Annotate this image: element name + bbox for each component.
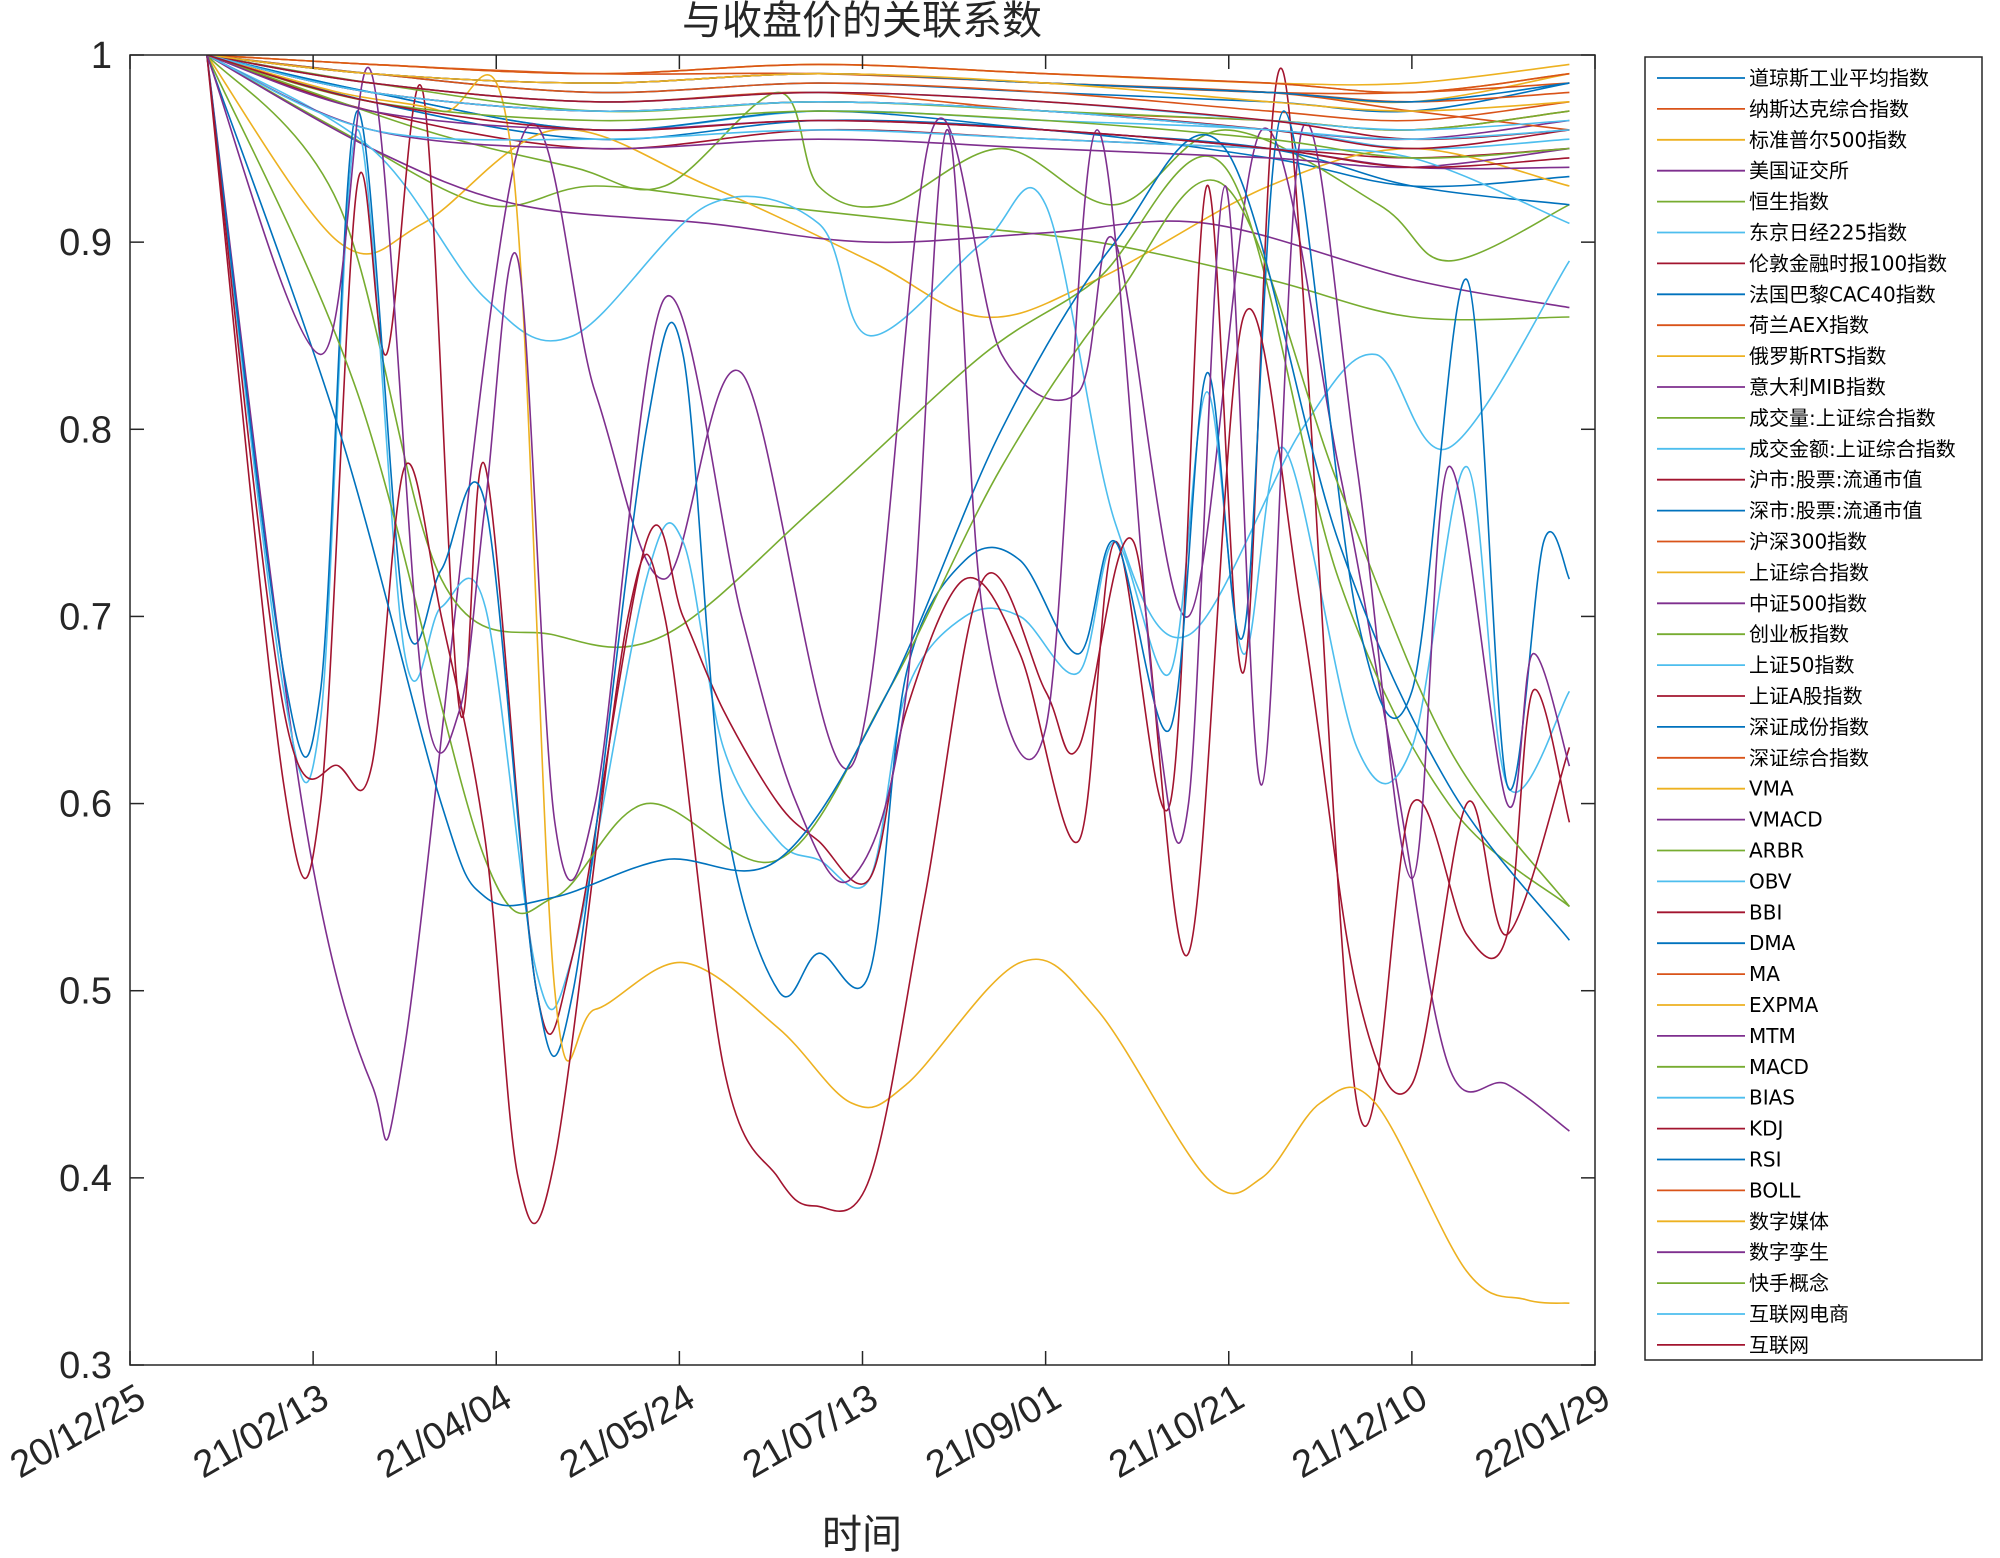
x-tick-label: 21/07/13: [736, 1376, 885, 1486]
legend-entry: KDJ: [1749, 1117, 1783, 1141]
series-line-26: [206, 55, 1570, 225]
legend: 道琼斯工业平均指数纳斯达克综合指数标准普尔500指数美国证交所恒生指数东京日经2…: [1644, 56, 1983, 1361]
legend-entry: 沪深300指数: [1749, 530, 1867, 554]
legend-entry: 美国证交所: [1749, 159, 1849, 183]
x-tick-label: 21/12/10: [1285, 1376, 1434, 1486]
legend-entry: 标准普尔500指数: [1749, 128, 1907, 152]
series-line-24: [206, 55, 1570, 169]
series-line-19: [206, 55, 1571, 1011]
legend-entry: DMA: [1749, 931, 1796, 955]
x-tick-label: 21/02/13: [187, 1376, 336, 1486]
legend-entry: 俄罗斯RTS指数: [1749, 344, 1886, 368]
x-tick-label: 21/05/24: [553, 1376, 702, 1486]
legend-entry: 深证成份指数: [1749, 715, 1869, 739]
x-tick-label: 21/10/21: [1102, 1376, 1251, 1486]
x-tick-label: 21/09/01: [919, 1376, 1068, 1486]
legend-entry: OBV: [1749, 869, 1792, 893]
legend-entry: MA: [1749, 962, 1780, 986]
series-line-18: [206, 55, 1570, 908]
series-line-17: [206, 55, 1570, 1141]
legend-entry: 荷兰AEX指数: [1749, 313, 1869, 337]
legend-entry: 数字媒体: [1749, 1209, 1829, 1233]
legend-entry: 恒生指数: [1749, 190, 1829, 214]
series-line-9: [206, 55, 1570, 319]
legend-entry: 上证50指数: [1749, 653, 1854, 677]
series-line-30: [206, 55, 1570, 86]
legend-entry: 沪市:股票:流通市值: [1749, 468, 1922, 492]
series-line-7: [206, 55, 1570, 188]
legend-entry: 互联网电商: [1749, 1302, 1849, 1326]
legend-entry: 成交量:上证综合指数: [1749, 406, 1936, 430]
legend-entry: 深证综合指数: [1749, 746, 1869, 770]
legend-entry: 法国巴黎CAC40指数: [1749, 282, 1936, 306]
legend-entry: 意大利MIB指数: [1749, 375, 1886, 399]
series-line-8: [206, 55, 1570, 122]
series-line-20: [206, 55, 1571, 1127]
legend-entry: 上证A股指数: [1749, 684, 1863, 708]
legend-entry: 互联网: [1749, 1333, 1809, 1357]
legend-entry: 成交金额:上证综合指数: [1749, 437, 1956, 461]
legend-entry: ARBR: [1749, 839, 1804, 863]
legend-entry: 伦敦金融时报100指数: [1749, 251, 1947, 275]
legend-entry: MTM: [1749, 1024, 1796, 1048]
legend-entry: 道琼斯工业平均指数: [1749, 66, 1929, 90]
y-tick-label: 0.6: [59, 784, 112, 826]
legend-entry: 创业板指数: [1749, 622, 1849, 646]
legend-entry: 东京日经225指数: [1749, 221, 1907, 245]
legend-entry: EXPMA: [1749, 993, 1819, 1017]
y-tick-label: 0.9: [59, 222, 112, 264]
y-tick-label: 0.3: [59, 1345, 112, 1387]
legend-entry: MACD: [1749, 1055, 1809, 1079]
legend-entry: 深市:股票:流通市值: [1749, 499, 1922, 523]
series-line-10: [206, 55, 1570, 309]
y-tick-label: 0.8: [59, 409, 112, 451]
series-line-36: [206, 55, 1570, 94]
legend-entry: BOLL: [1749, 1178, 1801, 1202]
legend-entry: RSI: [1749, 1148, 1782, 1172]
y-tick-label: 0.5: [59, 971, 112, 1013]
legend-entry: 纳斯达克综合指数: [1749, 97, 1909, 121]
legend-entry: VMA: [1749, 777, 1794, 801]
x-tick-label: 20/12/25: [3, 1376, 152, 1486]
series-line-34: [206, 55, 1570, 141]
y-tick-label: 0.7: [59, 596, 112, 638]
plot-area: [129, 54, 1596, 1366]
y-tick-label: 1: [91, 35, 112, 77]
y-tick-label: 0.4: [59, 1158, 112, 1200]
series-line-28: [206, 55, 1571, 941]
series-line-4: [206, 55, 1570, 321]
x-tick-label: 22/01/29: [1468, 1376, 1617, 1486]
legend-entry: 中证500指数: [1749, 591, 1867, 615]
series-line-23: [206, 55, 1570, 1304]
legend-entry: 数字孪生: [1749, 1240, 1829, 1264]
legend-entry: 快手概念: [1749, 1271, 1829, 1295]
series-line-41: [206, 55, 1570, 169]
series-line-6: [206, 55, 1570, 159]
series-line-12: [206, 55, 1571, 639]
series-line-27: [206, 55, 1571, 1225]
series-line-31: [206, 55, 1571, 884]
series-line-37: [206, 55, 1570, 112]
series-line-2: [206, 55, 1570, 104]
legend-entry: 上证综合指数: [1749, 560, 1869, 584]
series-line-14: [206, 55, 1570, 206]
legend-box: [1644, 56, 1983, 1361]
x-tick-label: 21/04/04: [370, 1376, 519, 1486]
series-line-11: [206, 55, 1570, 262]
x-axis-label: 时间: [822, 1512, 902, 1558]
series-line-40: [206, 55, 1570, 140]
series-line-39: [206, 55, 1570, 159]
series-line-21: [206, 55, 1571, 1058]
series-lines: [206, 55, 1571, 1304]
legend-entry: VMACD: [1749, 808, 1823, 832]
legend-entry: BBI: [1749, 900, 1782, 924]
chart-title: 与收盘价的关联系数: [682, 0, 1042, 44]
y-axis: 0.3 0.4 0.5 0.6 0.7 0.8 0.9 1: [59, 35, 1595, 1387]
legend-entry: BIAS: [1749, 1086, 1795, 1110]
